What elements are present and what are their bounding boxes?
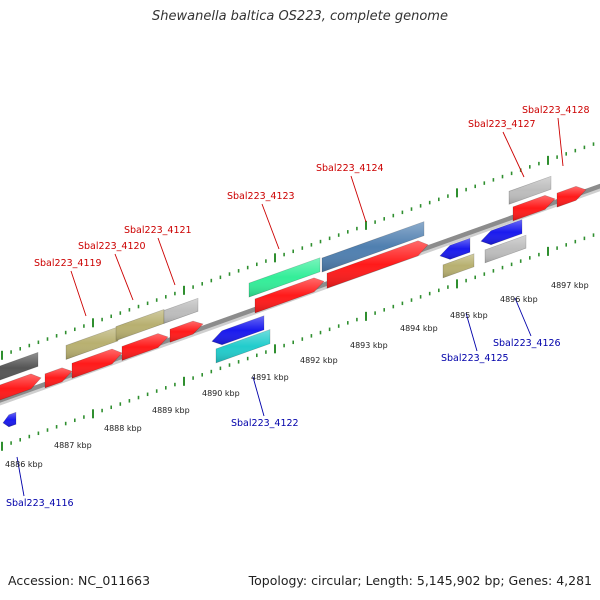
scale-label-4892-kbp: 4892 kbp [300, 356, 338, 365]
gene-box-dark-gray-shading [0, 352, 38, 380]
leader-line-sbal223-4128 [557, 117, 564, 167]
cds-arrow-shading [170, 321, 203, 343]
leader-line-sbal223-4116 [16, 456, 25, 497]
scale-label-4896-kbp: 4896 kbp [500, 295, 538, 304]
scale-label-4891-kbp: 4891 kbp [251, 373, 289, 382]
cds-arrow-shading [72, 349, 122, 379]
scale-label-4897-kbp: 4897 kbp [551, 281, 589, 290]
gene-label-sbal223-4119[interactable]: Sbal223_4119 [34, 258, 102, 269]
cds-arrow-shading [327, 240, 428, 289]
scale-label-4888-kbp: 4888 kbp [104, 424, 142, 433]
gene-box-green-4123-shading [249, 257, 320, 298]
cds-arrow-shading [557, 186, 586, 208]
gene-label-sbal223-4126[interactable]: Sbal223_4126 [493, 338, 561, 349]
tick-marks [1, 142, 595, 451]
gene-box-steel-4124-shading [322, 221, 424, 273]
gene-label-sbal223-4121[interactable]: Sbal223_4121 [124, 225, 192, 236]
gene-box-gray-4121-shading [164, 298, 198, 324]
gene-labels: Sbal223_4119 Sbal223_4120 Sbal223_4121 Sbal… [6, 105, 590, 509]
gene-label-sbal223-4123[interactable]: Sbal223_4123 [227, 191, 295, 202]
gene-arrow-blue-4116-shading [3, 412, 16, 427]
scale-label-4890-kbp: 4890 kbp [202, 389, 240, 398]
gene-label-sbal223-4127[interactable]: Sbal223_4127 [468, 119, 536, 130]
scale-label-4895-kbp: 4895 kbp [450, 311, 488, 320]
gene-box-olive-4120-shading [116, 309, 164, 341]
leader-line-sbal223-4119 [70, 270, 87, 317]
gene-label-sbal223-4128[interactable]: Sbal223_4128 [522, 105, 590, 116]
scale-labels: 4886 kbp 4887 kbp 4888 kbp 4889 kbp 4890 kbp… [5, 281, 589, 469]
scale-label-4887-kbp: 4887 kbp [54, 441, 92, 450]
gene-box-cyan-4122-shading [216, 329, 270, 363]
cds-arrow-shading [513, 195, 555, 221]
gene-box-olive-4119-shading [66, 326, 118, 360]
scale-label-4893-kbp: 4893 kbp [350, 341, 388, 350]
leader-line-sbal223-4120 [114, 253, 134, 301]
leader-line-sbal223-4122 [252, 376, 265, 417]
gene-box-olive-4125-shading [443, 253, 474, 278]
scale-label-4889-kbp: 4889 kbp [152, 406, 190, 415]
gene-box-gray-4127-shading [509, 176, 551, 205]
gene-label-sbal223-4124[interactable]: Sbal223_4124 [316, 163, 384, 174]
leader-line-sbal223-4124 [350, 175, 367, 223]
gene-arrow-blue-4122-shading [212, 315, 264, 345]
leader-line-sbal223-4121 [157, 237, 176, 286]
leader-line-sbal223-4125 [465, 312, 478, 352]
gene-arrow-blue-4126-shading [481, 219, 522, 245]
gene-label-sbal223-4125[interactable]: Sbal223_4125 [441, 353, 509, 364]
cds-arrow-shading [0, 373, 41, 400]
cds-arrow-shading [45, 367, 72, 388]
label-leader-lines [16, 117, 564, 497]
map-title: Shewanella baltica OS223, complete genom… [152, 9, 448, 24]
gene-label-sbal223-4122[interactable]: Sbal223_4122 [231, 418, 299, 429]
gene-label-sbal223-4116[interactable]: Sbal223_4116 [6, 498, 74, 509]
genome-stats-text: Topology: circular; Length: 5,145,902 bp… [248, 573, 592, 588]
cds-arrow-shading [255, 277, 324, 313]
leader-line-sbal223-4123 [261, 203, 280, 250]
cds-arrow-shading [122, 333, 168, 361]
gene-box-gray-4126-shading [485, 235, 526, 263]
gene-label-sbal223-4120[interactable]: Sbal223_4120 [78, 241, 146, 252]
accession-text: Accession: NC_011663 [8, 573, 151, 588]
leader-line-sbal223-4126 [514, 297, 532, 337]
gene-features [0, 175, 587, 428]
scale-label-4894-kbp: 4894 kbp [400, 324, 438, 333]
scale-label-4886-kbp: 4886 kbp [5, 460, 43, 469]
gene-arrow-blue-4125-shading [440, 238, 470, 260]
leader-line-sbal223-4127 [502, 131, 525, 178]
